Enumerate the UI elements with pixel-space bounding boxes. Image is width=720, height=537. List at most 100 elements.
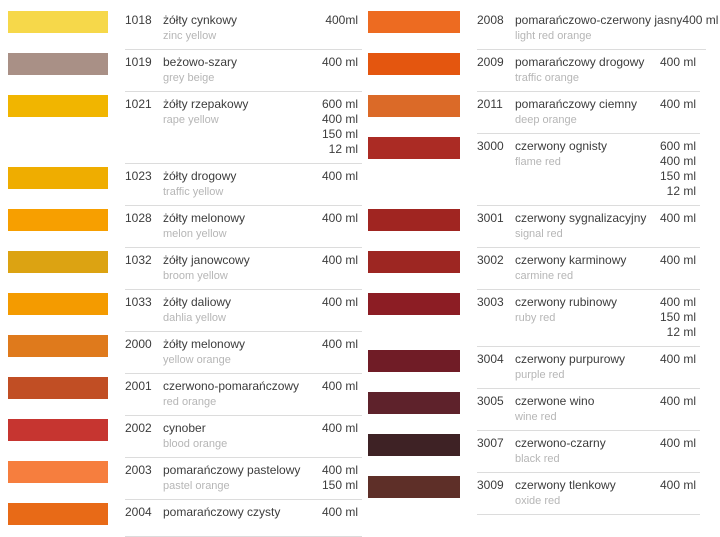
entry-text: 3009 czerwony tlenkowy oxide red <box>477 478 616 508</box>
color-name-pl: beżowo-szary <box>163 55 238 69</box>
entry-text: 1032 żółty janowcowy broom yellow <box>125 253 250 283</box>
entry-text: 1023 żółty drogowy traffic yellow <box>125 169 236 199</box>
entry-info: 3003 czerwony rubinowy ruby red 400 ml 15… <box>477 290 700 347</box>
ral-code: 3007 <box>477 436 504 450</box>
color-swatch <box>368 476 460 498</box>
entry-text: 1018 żółty cynkowy zinc yellow <box>125 13 237 43</box>
color-entry: 1023 żółty drogowy traffic yellow 400 ml <box>8 164 362 206</box>
ral-code: 2009 <box>477 55 504 69</box>
volume-value: 12 ml <box>666 325 696 339</box>
ral-code: 3009 <box>477 478 504 492</box>
color-swatch <box>8 461 108 483</box>
color-name-pl: czerwony tlenkowy <box>515 478 616 492</box>
volume-list: 400 ml <box>660 97 698 112</box>
volume-value: 400ml <box>325 13 358 27</box>
color-entry: 1018 żółty cynkowy zinc yellow 400ml <box>8 8 362 50</box>
color-swatch <box>368 11 460 33</box>
entry-text: 3002 czerwony karminowy carmine red <box>477 253 626 283</box>
volume-value: 400 ml <box>321 505 358 519</box>
volume-value: 400 ml <box>321 253 358 267</box>
color-swatch <box>8 95 108 117</box>
color-entry: 3001 czerwony sygnalizacyjny signal red … <box>368 206 700 248</box>
ral-code: 3000 <box>477 139 504 153</box>
volume-value: 150 ml <box>659 169 696 183</box>
volume-list: 400 ml <box>660 253 698 268</box>
color-name-en: light red orange <box>515 30 592 42</box>
color-entry: 1032 żółty janowcowy broom yellow 400 ml <box>8 248 362 290</box>
color-entry: 3002 czerwony karminowy carmine red 400 … <box>368 248 700 290</box>
entry-info: 3005 czerwone wino wine red 400 ml <box>477 389 700 431</box>
ral-code: 3001 <box>477 211 504 225</box>
entry-info: 1021 żółty rzepakowy rape yellow 600 ml 4… <box>125 92 362 164</box>
volume-list: 600 ml 400 ml 150 ml 12 ml <box>660 139 698 199</box>
entry-text: 1033 żółty daliowy dahlia yellow <box>125 295 231 325</box>
volume-list: 400 ml <box>322 211 360 226</box>
ral-code: 2002 <box>125 421 152 435</box>
color-name-pl: cynober <box>163 421 206 435</box>
color-name-en: broom yellow <box>163 270 228 282</box>
color-entry: 2011 pomarańczowy ciemny deep orange 400… <box>368 92 700 134</box>
color-name-en: yellow orange <box>163 354 231 366</box>
volume-value: 400 ml <box>321 211 358 225</box>
volume-value: 400 ml <box>659 154 696 168</box>
entry-info: 2002 cynober blood orange 400 ml <box>125 416 362 458</box>
ral-code: 1018 <box>125 13 152 27</box>
entry-info: 3007 czerwono-czarny black red 400 ml <box>477 431 700 473</box>
color-name-pl: żółty drogowy <box>163 169 237 183</box>
entry-info: 2000 żółty melonowy yellow orange 400 ml <box>125 332 362 374</box>
color-swatch <box>368 251 460 273</box>
color-swatch <box>8 11 108 33</box>
ral-code: 1019 <box>125 55 152 69</box>
entry-info: 2001 czerwono-pomarańczowy red orange 40… <box>125 374 362 416</box>
volume-list: 400 ml <box>660 211 698 226</box>
color-entry: 2004 pomarańczowy czysty 400 ml <box>8 500 362 537</box>
color-name-pl: czerwony rubinowy <box>515 295 618 309</box>
volume-value: 400 ml <box>659 55 696 69</box>
color-name-en: dahlia yellow <box>163 312 226 324</box>
color-entry: 2000 żółty melonowy yellow orange 400 ml <box>8 332 362 374</box>
color-entry: 1019 beżowo-szary grey beige 400 ml <box>8 50 362 92</box>
volume-list: 400 ml <box>322 169 360 184</box>
color-name-pl: czerwone wino <box>515 394 595 408</box>
volume-list: 400 ml 150 ml <box>322 463 360 493</box>
color-name-pl: czerwony sygnalizacyjny <box>515 211 647 225</box>
color-entry: 3004 czerwony purpurowy purple red 400 m… <box>368 347 700 389</box>
ral-code: 1023 <box>125 169 152 183</box>
color-name-pl: pomarańczowo-czerwony jasny <box>515 13 683 27</box>
volume-value: 400 ml <box>321 169 358 183</box>
color-name-pl: pomarańczowy czysty <box>163 505 281 519</box>
volume-list: 400 ml <box>322 379 360 394</box>
entry-info: 1018 żółty cynkowy zinc yellow 400ml <box>125 8 362 50</box>
color-swatch <box>8 209 108 231</box>
volume-list: 400 ml <box>660 352 698 367</box>
color-name-pl: pomarańczowy pastelowy <box>163 463 301 477</box>
volume-value: 400 ml <box>659 352 696 366</box>
entry-info: 2011 pomarańczowy ciemny deep orange 400… <box>477 92 700 134</box>
color-name-en: oxide red <box>515 495 561 507</box>
volume-value: 400 ml <box>659 394 696 408</box>
entry-text: 2002 cynober blood orange <box>125 421 227 451</box>
entry-text: 1028 żółty melonowy melon yellow <box>125 211 245 241</box>
entry-info: 2003 pomarańczowy pastelowy pastel orang… <box>125 458 362 500</box>
ral-code: 2003 <box>125 463 152 477</box>
color-swatch <box>368 392 460 414</box>
entry-info: 3009 czerwony tlenkowy oxide red 400 ml <box>477 473 700 515</box>
ral-code: 1028 <box>125 211 152 225</box>
volume-list: 400 ml <box>660 55 698 70</box>
volume-value: 400 ml <box>659 436 696 450</box>
entry-text: 3007 czerwono-czarny black red <box>477 436 606 466</box>
color-name-en: flame red <box>515 156 561 168</box>
color-name-en: traffic orange <box>515 72 580 84</box>
color-name-pl: żółty melonowy <box>163 337 246 351</box>
color-entry: 3005 czerwone wino wine red 400 ml <box>368 389 700 431</box>
volume-value: 400 ml <box>659 253 696 267</box>
color-name-pl: żółty rzepakowy <box>163 97 249 111</box>
color-name-en: signal red <box>515 228 563 240</box>
color-entry: 2001 czerwono-pomarańczowy red orange 40… <box>8 374 362 416</box>
volume-list: 400 ml <box>322 421 360 436</box>
volume-value: 150 ml <box>659 310 696 324</box>
entry-text: 3005 czerwone wino wine red <box>477 394 594 424</box>
volume-list: 400 ml <box>322 55 360 70</box>
volume-list: 400ml <box>325 13 360 28</box>
volume-value: 600 ml <box>659 139 696 153</box>
